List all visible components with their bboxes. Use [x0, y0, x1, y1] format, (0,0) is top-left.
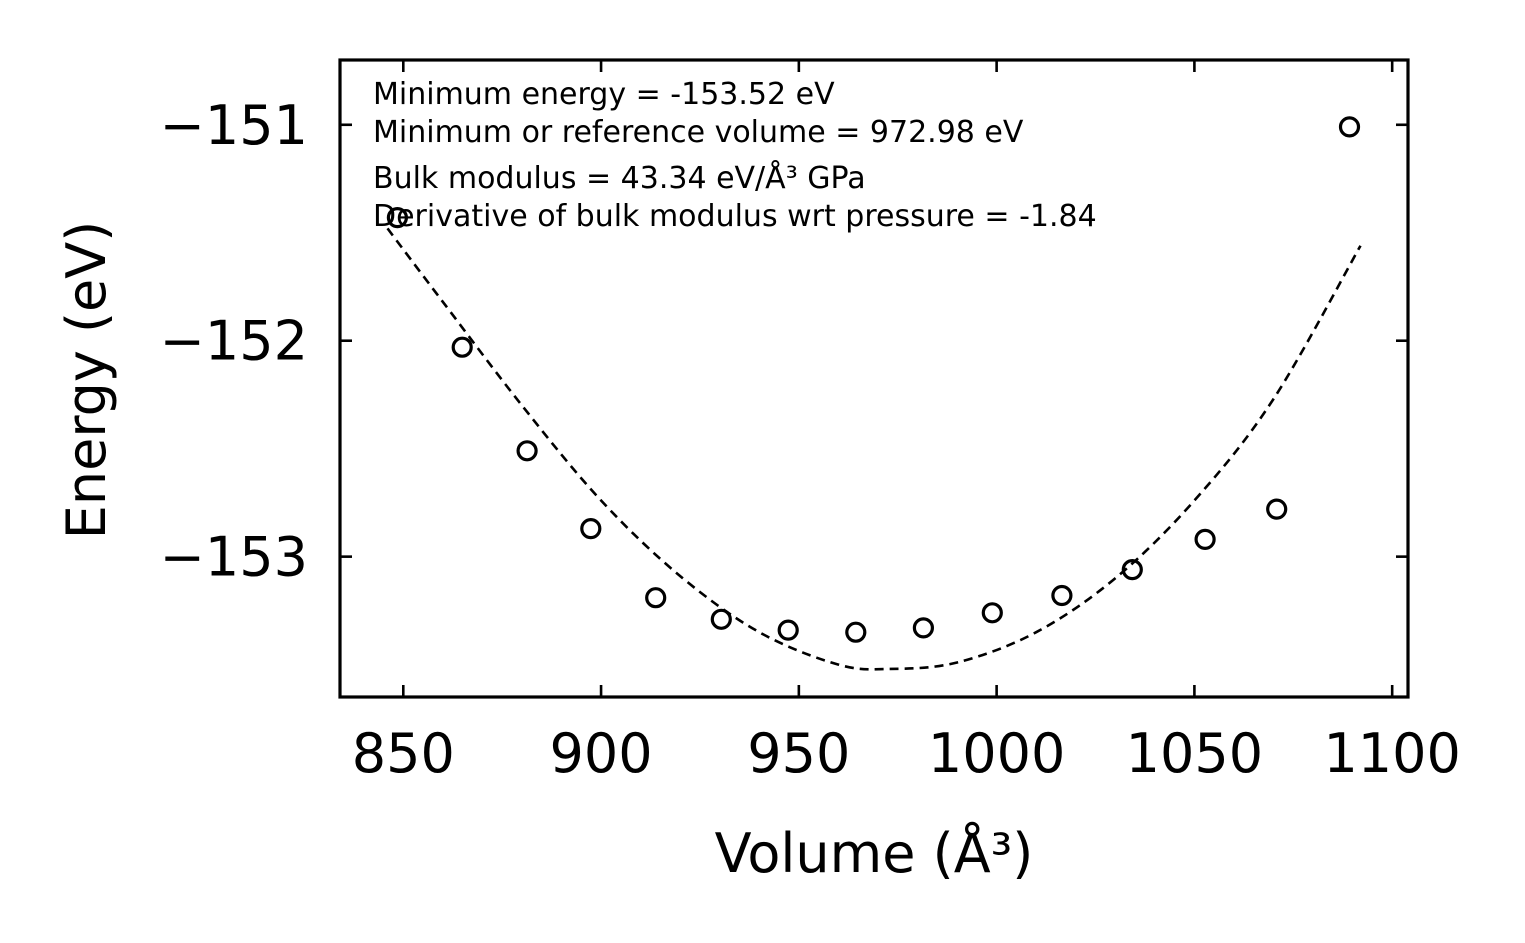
annotation-bulk-modulus: Bulk modulus = 43.34 eV/Å³ GPa: [373, 160, 866, 196]
data-point: [1194, 528, 1216, 551]
data-point: [1338, 116, 1361, 138]
x-tick-label: 1050: [1126, 722, 1263, 785]
x-axis-label: Volume (Å³): [715, 821, 1034, 885]
x-tick-label: 850: [352, 722, 455, 785]
fit-curve: [386, 227, 1362, 671]
data-point: [1121, 558, 1143, 581]
x-tick-label: 1100: [1323, 722, 1460, 785]
data-point: [845, 621, 867, 643]
plot-frame: [338, 58, 1410, 699]
data-point: [777, 619, 799, 641]
y-axis-label: Energy (eV): [55, 221, 118, 540]
annotation-min-volume: Minimum or reference volume = 972.98 eV: [373, 115, 1024, 150]
x-tick-label: 1000: [928, 722, 1065, 785]
data-point: [912, 617, 935, 639]
x-tick-label: 900: [550, 722, 653, 785]
data-point: [1051, 584, 1073, 607]
data-point: [1266, 498, 1288, 520]
data-point: [710, 608, 732, 630]
fit-annotations: Minimum energy = -153.52 eV Minimum or r…: [373, 77, 1097, 234]
data-point: [645, 587, 667, 609]
annotation-min-energy: Minimum energy = -153.52 eV: [373, 77, 835, 112]
data-point: [516, 440, 538, 462]
y-tick-label: −153: [160, 526, 308, 589]
data-point: [580, 517, 602, 540]
data-point: [981, 602, 1003, 624]
data-point: [386, 207, 408, 229]
y-tick-label: −152: [160, 310, 308, 373]
plot-content: [386, 116, 1362, 671]
x-tick-label: 950: [747, 722, 850, 785]
y-tick-label: −151: [160, 94, 308, 157]
data-point: [451, 336, 473, 358]
axis-ticks: 850 900 950 1000 1050 1100 −153 −152 −151: [160, 60, 1461, 785]
plot-area: [386, 116, 1362, 671]
annotation-bulk-modulus-derivative: Derivative of bulk modulus wrt pressure …: [373, 199, 1097, 234]
